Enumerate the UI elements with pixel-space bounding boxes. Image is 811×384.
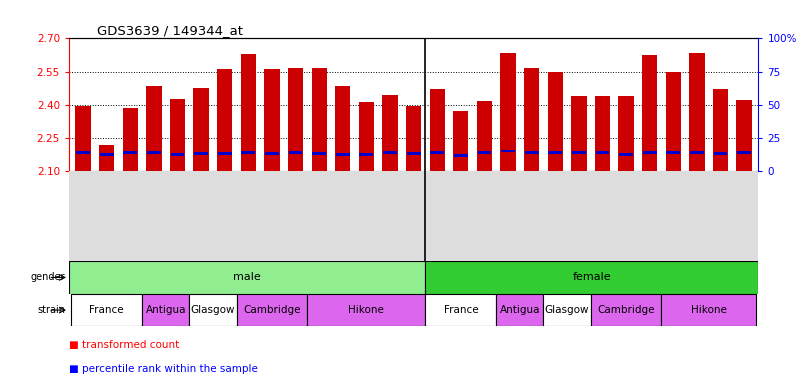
Bar xyxy=(496,294,543,326)
Bar xyxy=(590,294,662,326)
Bar xyxy=(667,151,680,154)
Bar xyxy=(218,152,232,155)
Text: Cambridge: Cambridge xyxy=(598,305,654,315)
Bar xyxy=(736,100,752,171)
Bar xyxy=(595,151,609,154)
Bar xyxy=(100,153,114,156)
Bar xyxy=(241,54,256,171)
Bar xyxy=(237,294,307,326)
Bar xyxy=(217,70,233,171)
Bar xyxy=(477,101,492,171)
Text: Antigua: Antigua xyxy=(500,305,540,315)
Bar xyxy=(69,261,426,294)
Text: gender: gender xyxy=(31,272,66,283)
Text: France: France xyxy=(444,305,478,315)
Bar xyxy=(76,151,90,154)
Bar xyxy=(265,152,279,155)
Bar xyxy=(336,153,350,156)
Bar xyxy=(358,103,374,171)
Bar xyxy=(547,71,563,171)
Bar xyxy=(642,55,658,171)
Bar xyxy=(426,261,758,294)
Bar xyxy=(525,151,539,154)
Bar xyxy=(594,96,610,171)
Text: Glasgow: Glasgow xyxy=(191,305,235,315)
Bar xyxy=(170,153,184,156)
Text: Hikone: Hikone xyxy=(349,305,384,315)
Text: GDS3639 / 149344_at: GDS3639 / 149344_at xyxy=(97,24,242,37)
Text: ■ transformed count: ■ transformed count xyxy=(69,340,179,350)
Bar xyxy=(71,294,142,326)
Bar xyxy=(147,151,161,154)
Bar xyxy=(75,106,91,171)
Bar xyxy=(426,294,496,326)
Bar xyxy=(335,86,350,171)
Bar xyxy=(571,96,586,171)
Text: Glasgow: Glasgow xyxy=(545,305,590,315)
Text: France: France xyxy=(89,305,124,315)
Bar xyxy=(619,153,633,156)
Bar xyxy=(714,152,727,155)
Bar xyxy=(382,95,397,171)
Bar xyxy=(406,152,421,155)
Bar xyxy=(142,294,189,326)
Bar xyxy=(169,99,185,171)
Bar xyxy=(548,151,562,154)
Bar xyxy=(311,68,327,171)
Bar xyxy=(572,151,586,154)
Bar xyxy=(524,68,539,171)
Text: female: female xyxy=(573,272,611,283)
Bar xyxy=(500,53,516,171)
Bar xyxy=(146,86,161,171)
Bar xyxy=(713,89,728,171)
Bar xyxy=(662,294,756,326)
Bar xyxy=(122,108,138,171)
Bar xyxy=(383,151,397,154)
Bar xyxy=(406,106,421,171)
Bar xyxy=(307,294,426,326)
Bar xyxy=(454,154,468,157)
Bar xyxy=(431,151,444,154)
Bar xyxy=(430,89,445,171)
Bar xyxy=(501,150,515,152)
Bar xyxy=(242,151,255,154)
Bar xyxy=(543,294,590,326)
Bar xyxy=(619,96,633,171)
Bar xyxy=(478,151,491,154)
Bar xyxy=(288,68,303,171)
Bar xyxy=(189,294,237,326)
Bar xyxy=(689,53,705,171)
Text: male: male xyxy=(234,272,261,283)
Text: strain: strain xyxy=(37,305,66,315)
Bar xyxy=(312,152,326,155)
Bar xyxy=(690,151,704,154)
Bar xyxy=(643,151,657,154)
Text: ■ percentile rank within the sample: ■ percentile rank within the sample xyxy=(69,364,258,374)
Bar xyxy=(359,153,373,156)
Bar xyxy=(737,151,751,154)
Bar xyxy=(123,151,137,154)
Bar xyxy=(99,146,114,171)
Bar xyxy=(453,111,469,171)
Bar xyxy=(264,70,280,171)
Bar xyxy=(194,152,208,155)
Text: Cambridge: Cambridge xyxy=(243,305,301,315)
Bar xyxy=(194,88,208,171)
Bar xyxy=(666,71,681,171)
Text: Antigua: Antigua xyxy=(145,305,186,315)
Text: Hikone: Hikone xyxy=(691,305,727,315)
Bar xyxy=(289,151,303,154)
